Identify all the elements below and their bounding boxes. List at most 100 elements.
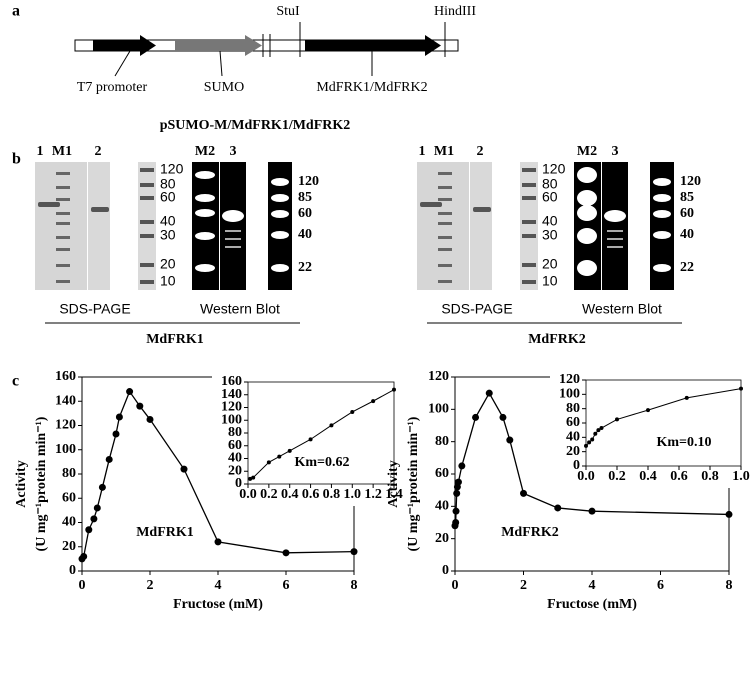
x-tick-label: 0.4: [639, 469, 657, 484]
marker-label: 85: [298, 190, 312, 205]
marker-label: 10: [160, 273, 176, 289]
band: [438, 172, 452, 175]
marker-label: 60: [542, 189, 558, 205]
band: [140, 234, 154, 238]
data-point: [472, 413, 480, 421]
data-point: [136, 402, 144, 410]
y-tick-label: 60: [62, 490, 76, 505]
y-tick-label: 40: [435, 499, 449, 514]
x-tick-label: 0.4: [281, 487, 299, 502]
y-tick-label: 120: [55, 418, 76, 433]
y-tick-label: 60: [435, 466, 449, 481]
data-point: [329, 423, 334, 428]
band: [607, 238, 623, 240]
x-axis-label: Fructose (mM): [547, 597, 637, 612]
band: [140, 183, 154, 187]
band: [140, 220, 154, 224]
band: [56, 212, 70, 215]
t7-arrow: [93, 35, 156, 56]
marker-label: 22: [680, 260, 694, 275]
y-tick-label: 80: [228, 425, 242, 440]
data-point: [146, 415, 154, 423]
y-axis-label: (U mg⁻¹protein min⁻¹): [34, 416, 49, 551]
y-tick-label: 40: [228, 451, 242, 466]
data-point: [499, 413, 507, 421]
band: [522, 263, 536, 267]
gene-arrow: [305, 35, 441, 56]
y-tick-label: 80: [62, 466, 76, 481]
data-point: [452, 519, 460, 526]
data-point: [392, 387, 396, 392]
band: [473, 207, 491, 212]
lane-label: M1: [52, 144, 72, 159]
y-tick-label: 100: [428, 402, 449, 417]
marker-label: 10: [542, 273, 558, 289]
y-tick-label: 80: [566, 401, 580, 416]
data-point: [180, 465, 188, 473]
x-tick-label: 0: [452, 578, 459, 593]
y-tick-label: 100: [55, 442, 76, 457]
data-point: [646, 408, 650, 413]
band: [271, 210, 289, 218]
lane-label: 3: [612, 144, 619, 159]
band: [438, 236, 452, 239]
x-tick-label: 6: [657, 578, 664, 593]
band: [195, 232, 215, 240]
marker-label: 120: [542, 161, 566, 177]
gel: [417, 162, 469, 290]
y-tick-label: 160: [221, 374, 242, 389]
panel-label: a: [12, 3, 20, 20]
band: [653, 264, 671, 272]
y-tick-label: 40: [62, 515, 76, 530]
y-tick-label: 20: [228, 463, 242, 478]
data-point: [596, 428, 601, 433]
method-label: SDS-PAGE: [59, 301, 130, 317]
data-point: [593, 431, 598, 436]
x-tick-label: 0.8: [701, 469, 719, 484]
band: [653, 210, 671, 218]
data-point: [248, 476, 253, 481]
feature-label: SUMO: [204, 80, 244, 95]
x-tick-label: 1.4: [385, 487, 403, 502]
data-point: [214, 538, 222, 546]
marker-label: 40: [298, 227, 312, 242]
y-tick-label: 100: [221, 412, 242, 427]
annotation: Km=0.62: [294, 455, 349, 470]
lane-label: 1: [37, 144, 44, 159]
y-tick-label: 60: [228, 438, 242, 453]
x-tick-label: 1.0: [732, 469, 750, 484]
blot: [602, 162, 628, 290]
data-point: [485, 389, 493, 397]
lane-label: 2: [95, 144, 102, 159]
data-point: [266, 460, 271, 465]
y-tick-label: 40: [566, 430, 580, 445]
band: [225, 238, 241, 240]
data-point: [105, 455, 113, 463]
y-tick-label: 140: [221, 387, 242, 402]
x-tick-label: 4: [589, 578, 596, 593]
band: [195, 209, 215, 217]
data-point: [584, 443, 588, 448]
gel: [138, 162, 156, 290]
gel: [520, 162, 538, 290]
band: [522, 234, 536, 238]
x-tick-label: 0.6: [302, 487, 320, 502]
data-point: [85, 526, 93, 534]
band: [56, 236, 70, 239]
y-tick-label: 120: [428, 369, 449, 384]
marker-label: 120: [160, 161, 184, 177]
band: [222, 210, 244, 222]
data-point: [590, 437, 595, 442]
band: [140, 263, 154, 267]
band: [225, 230, 241, 232]
data-point: [458, 462, 466, 470]
y-tick-label: 0: [69, 563, 76, 578]
data-point: [371, 399, 376, 404]
band: [56, 222, 70, 225]
protein-label: MdFRK2: [528, 332, 586, 347]
sumo-arrow: [175, 35, 262, 56]
data-point: [308, 437, 313, 442]
marker-label: 40: [680, 227, 694, 242]
band: [522, 220, 536, 224]
